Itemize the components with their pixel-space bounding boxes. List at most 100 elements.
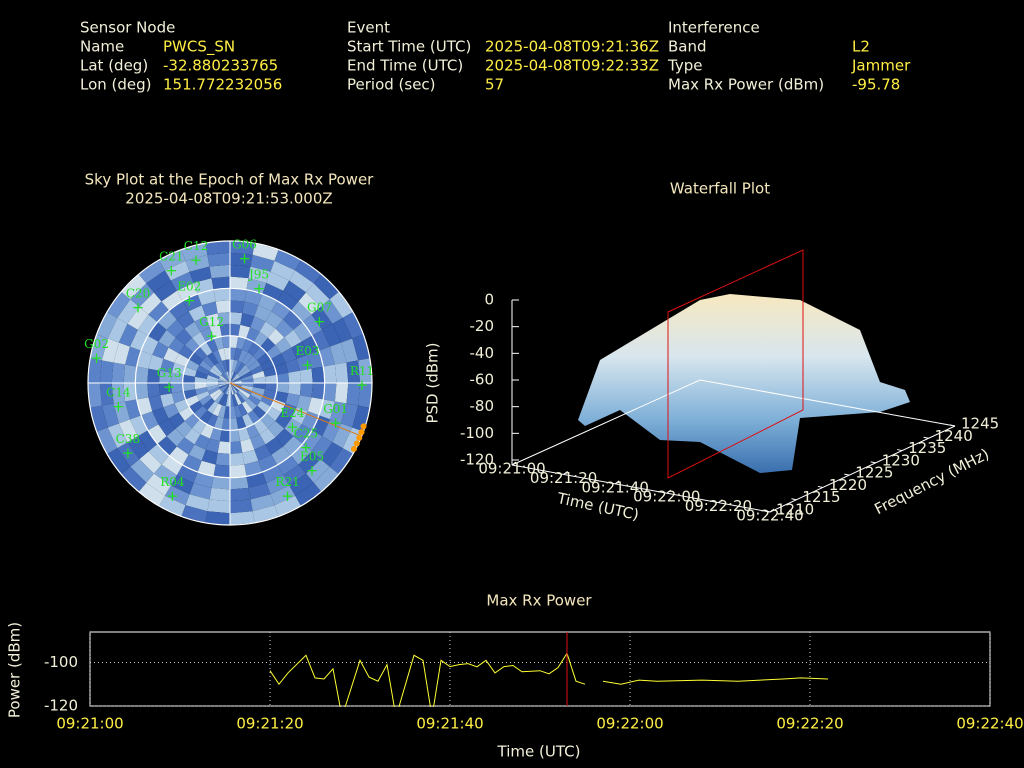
sky-cell [238, 349, 248, 363]
sky-cell [253, 376, 266, 383]
sky-cell [236, 416, 247, 430]
sky-cell [185, 359, 200, 371]
sky-cell [295, 482, 322, 506]
sky-cell [240, 371, 253, 379]
sky-cell [163, 347, 179, 363]
sky-cell [200, 327, 214, 342]
sky-cell [332, 423, 353, 449]
sky-cell [281, 347, 297, 363]
sky-cell [248, 266, 271, 283]
sky-cell [266, 271, 290, 291]
sky-cell [147, 383, 161, 398]
sky-cell [148, 322, 167, 342]
sky-cell [289, 473, 314, 496]
sky-cell [298, 451, 321, 474]
sky-cell [258, 294, 278, 312]
sky-cell [205, 313, 220, 328]
sky-cell [161, 290, 183, 311]
freq-tick-label: 1245 [961, 415, 999, 433]
sky-cell [217, 312, 230, 325]
sky-cell [197, 460, 216, 477]
sky-cell [230, 380, 242, 383]
satellite-marker: + [238, 249, 251, 267]
sky-cell [302, 314, 323, 336]
sky-cell [214, 392, 225, 404]
info-value: L2 [852, 38, 870, 56]
sky-cell [246, 327, 260, 342]
satellite-label: G02 [84, 337, 109, 351]
sky-cell [169, 446, 189, 465]
sky-cell [182, 294, 202, 312]
time-tick [666, 489, 672, 494]
sky-cell [185, 494, 210, 512]
sky-cell [283, 280, 307, 302]
sky-cell [189, 266, 212, 283]
sky-cell [183, 366, 197, 377]
sky-cell [230, 372, 238, 383]
sky-background [88, 241, 372, 525]
sky-cell [285, 358, 300, 373]
sky-cell [209, 324, 222, 339]
sky-cell [262, 282, 284, 301]
sky-cell [158, 418, 176, 437]
sky-cell [96, 427, 118, 454]
sky-cell [224, 371, 230, 383]
sky-cell [211, 276, 230, 290]
sky-cell [299, 368, 313, 383]
sky-cell [263, 389, 277, 400]
sky-cell [117, 299, 140, 324]
sky-cell [184, 428, 201, 445]
sky-cell [241, 401, 253, 414]
sky-cell [259, 321, 276, 338]
back-axis [699, 379, 956, 427]
z-tick-label: -60 [470, 371, 495, 389]
sky-cell [148, 354, 164, 371]
satellite-label: C38 [116, 432, 140, 446]
sky-cell [170, 475, 194, 495]
sky-cell [291, 407, 308, 425]
sky-cell [193, 472, 214, 488]
x-tick-label: 09:21:20 [236, 715, 303, 733]
sky-cell [230, 371, 234, 383]
sky-cell [118, 419, 138, 443]
sky-cell [107, 291, 131, 318]
sky-cell [230, 379, 242, 383]
x-tick-label: 09:22:00 [596, 715, 663, 733]
info-value: 2025-04-08T09:21:36Z [485, 38, 659, 56]
sky-cell [250, 391, 264, 401]
time-tick [511, 461, 517, 466]
sky-cell [274, 495, 301, 517]
sky-cell [176, 465, 198, 484]
sky-cell [174, 353, 189, 367]
info-value: -95.78 [852, 76, 900, 94]
sky-cell [192, 419, 207, 435]
sky-cell [219, 383, 230, 391]
time-tick [614, 480, 620, 485]
sky-cell [246, 472, 267, 488]
sky-cell [248, 483, 271, 500]
sky-cell [88, 383, 102, 408]
sky-cell [171, 391, 186, 404]
sky-cell [221, 418, 230, 431]
sky-cell [176, 311, 195, 329]
sky-cell [182, 383, 195, 392]
sky-cell [211, 364, 223, 376]
sky-cell [271, 446, 291, 465]
sky-cell [201, 449, 218, 465]
sky-cell [209, 264, 230, 279]
sky-cell [219, 429, 230, 443]
sky-cell [276, 383, 290, 394]
sky-cell [230, 487, 251, 502]
sky-cell [123, 364, 137, 383]
sky-cell [152, 341, 169, 359]
sky-cell [99, 383, 114, 406]
sky-cell [248, 360, 261, 372]
sky-cell [159, 249, 186, 271]
freq-tick-label: 1210 [776, 501, 814, 519]
sky-cell [202, 398, 215, 411]
sky-cell [230, 371, 236, 383]
sky-cell [266, 406, 282, 421]
sky-cell [230, 264, 251, 279]
sky-cell [334, 362, 349, 383]
